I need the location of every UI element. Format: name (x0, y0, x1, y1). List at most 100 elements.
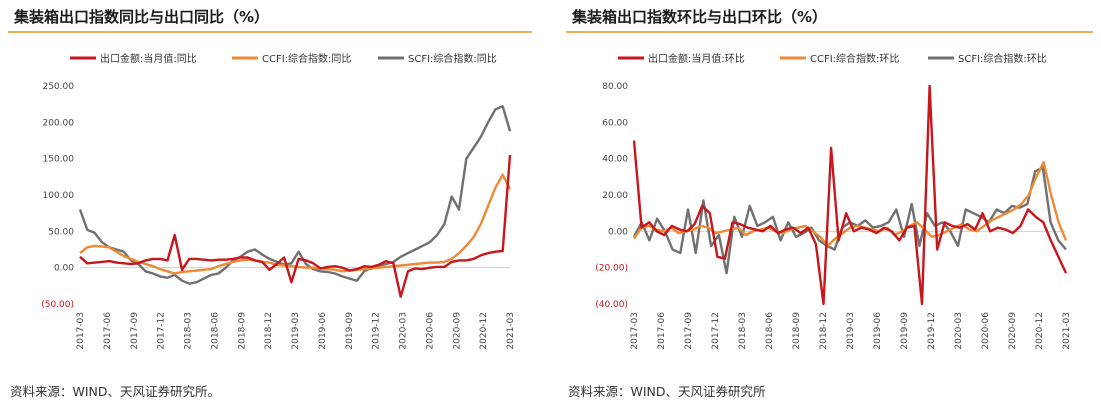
x-tick-label: 2017-06 (657, 312, 667, 350)
x-tick-label: 2020-12 (1035, 312, 1045, 350)
x-tick: 2019-06 (318, 312, 328, 350)
x-tick: 2018-06 (210, 312, 220, 350)
source-note: 资料来源：WIND、天风证券研究所 (568, 384, 766, 399)
x-tick-label: 2020-12 (479, 312, 489, 350)
x-tick-label: 2018-12 (819, 312, 829, 350)
x-tick: 2020-09 (1008, 312, 1018, 350)
x-tick-label: 2021-03 (506, 312, 516, 350)
x-tick: 2017-12 (711, 312, 721, 350)
legend-label: CCFI:综合指数:同比 (262, 52, 351, 65)
x-tick-label: 2017-03 (76, 312, 86, 350)
title-divider (8, 31, 532, 33)
x-tick-label: 2019-06 (873, 312, 883, 350)
x-tick-label: 2018-06 (765, 312, 775, 350)
x-tick: 2021-03 (506, 312, 516, 350)
x-tick: 2019-06 (873, 312, 883, 350)
chart-title: 集装箱出口指数环比与出口环比（%） (572, 8, 828, 26)
y-tick-label: 60.00 (602, 118, 628, 128)
x-tick: 2020-09 (452, 312, 462, 350)
y-tick-label: (40.00) (595, 300, 628, 310)
x-tick-label: 2018-09 (237, 312, 247, 350)
yoy-line-chart: (50.00) 0.00 50.00 100.00 150.00 200.00 250.00… (41, 52, 516, 350)
x-tick: 2019-12 (372, 312, 382, 350)
x-tick: 2017-09 (130, 312, 140, 350)
x-tick-label: 2020-09 (452, 312, 462, 350)
x-tick: 2019-09 (345, 312, 355, 350)
yoy-chart-panel: 集装箱出口指数同比与出口同比（%） (50.00) 0.00 50.00 100.00… (0, 0, 540, 403)
x-tick-label: 2019-06 (318, 312, 328, 350)
legend-label: SCFI:综合指数:环比 (958, 52, 1047, 65)
x-tick: 2017-09 (684, 312, 694, 350)
y-tick-label: 20.00 (602, 191, 628, 201)
y-tick-label: 40.00 (602, 155, 628, 165)
source-note: 资料来源：WIND、天风证券研究所。 (10, 384, 221, 399)
x-tick: 2018-09 (237, 312, 247, 350)
mom-chart-panel: 集装箱出口指数环比与出口环比（%） (40.00) (20.00) 0.00 20.0… (558, 0, 1101, 403)
x-tick: 2018-03 (184, 312, 194, 350)
title-divider (566, 31, 1093, 33)
x-tick-label: 2019-09 (345, 312, 355, 350)
x-tick: 2018-12 (264, 312, 274, 350)
legend-label: 出口金额:当月值:环比 (648, 52, 745, 65)
x-tick: 2020-06 (981, 312, 991, 350)
chart-title: 集装箱出口指数同比与出口同比（%） (14, 8, 270, 26)
y-tick-label: 80.00 (602, 82, 628, 92)
x-tick: 2018-06 (765, 312, 775, 350)
x-tick-label: 2019-03 (291, 312, 301, 350)
x-tick: 2019-03 (291, 312, 301, 350)
x-tick-label: 2017-09 (130, 312, 140, 350)
x-tick: 2020-12 (479, 312, 489, 350)
y-tick-label: 0.00 (54, 264, 74, 274)
x-tick-label: 2020-09 (1008, 312, 1018, 350)
x-tick: 2018-12 (819, 312, 829, 350)
x-tick-label: 2017-12 (157, 312, 167, 350)
x-tick: 2017-12 (157, 312, 167, 350)
x-tick-label: 2019-12 (372, 312, 382, 350)
legend-label: CCFI:综合指数:环比 (810, 52, 899, 65)
x-tick: 2020-03 (954, 312, 964, 350)
series-line-ccfi (633, 161, 1068, 248)
x-tick-label: 2017-06 (103, 312, 113, 350)
x-tick-label: 2020-06 (981, 312, 991, 350)
x-tick-label: 2019-12 (927, 312, 937, 350)
y-tick-label: 50.00 (48, 227, 74, 237)
x-tick: 2018-09 (792, 312, 802, 350)
x-tick-label: 2018-12 (264, 312, 274, 350)
y-tick-label: 250.00 (43, 82, 75, 92)
y-tick-label: 200.00 (43, 118, 75, 128)
x-tick: 2019-09 (900, 312, 910, 350)
legend-label: SCFI:综合指数:同比 (408, 52, 497, 65)
x-tick-label: 2018-03 (738, 312, 748, 350)
series-line-export (79, 154, 512, 298)
x-tick-label: 2019-03 (846, 312, 856, 350)
mom-line-chart: (40.00) (20.00) 0.00 20.00 40.00 60.00 80.00 20… (595, 52, 1072, 350)
x-tick: 2017-03 (76, 312, 86, 350)
x-tick-label: 2018-03 (184, 312, 194, 350)
x-tick-label: 2021-03 (1062, 312, 1072, 350)
x-tick: 2021-03 (1062, 312, 1072, 350)
series-line-export (632, 84, 1068, 306)
x-tick: 2017-03 (630, 312, 640, 350)
y-tick-label: 150.00 (43, 155, 75, 165)
series-line-scfi (78, 105, 512, 285)
x-tick-label: 2018-06 (210, 312, 220, 350)
x-tick-label: 2020-03 (954, 312, 964, 350)
x-tick: 2019-12 (927, 312, 937, 350)
x-tick-label: 2017-12 (711, 312, 721, 350)
x-tick: 2020-12 (1035, 312, 1045, 350)
x-tick-label: 2019-09 (900, 312, 910, 350)
x-tick-label: 2020-06 (425, 312, 435, 350)
legend-label: 出口金额:当月值:同比 (100, 52, 197, 65)
x-tick: 2020-03 (399, 312, 409, 350)
x-tick: 2020-06 (425, 312, 435, 350)
y-tick-label: (50.00) (41, 300, 74, 310)
x-tick-label: 2018-09 (792, 312, 802, 350)
x-tick: 2019-03 (846, 312, 856, 350)
x-tick: 2018-03 (738, 312, 748, 350)
x-tick-label: 2020-03 (399, 312, 409, 350)
x-tick-label: 2017-03 (630, 312, 640, 350)
x-tick: 2017-06 (103, 312, 113, 350)
x-tick-label: 2017-09 (684, 312, 694, 350)
x-tick: 2017-06 (657, 312, 667, 350)
y-tick-label: 100.00 (43, 191, 75, 201)
